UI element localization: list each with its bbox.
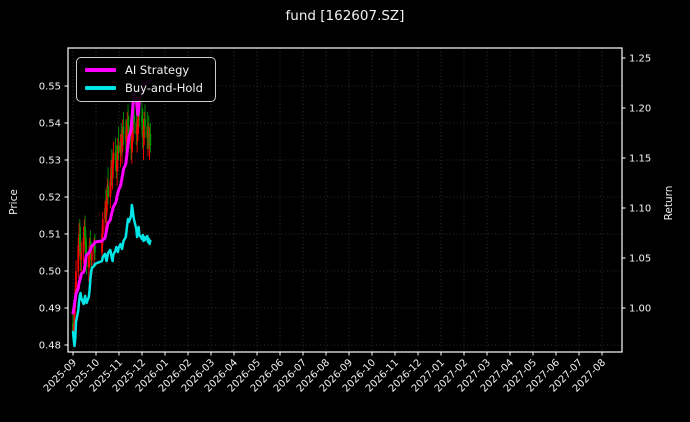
buy-and-hold-line-swatch [85, 86, 116, 90]
svg-text:0.52: 0.52 [39, 193, 61, 204]
svg-text:0.50: 0.50 [39, 267, 61, 278]
svg-text:0.54: 0.54 [39, 119, 61, 130]
svg-text:1.10: 1.10 [629, 204, 651, 215]
svg-text:0.48: 0.48 [39, 341, 61, 352]
svg-text:0.55: 0.55 [39, 82, 61, 93]
legend-label: AI Strategy [125, 63, 190, 77]
ai-strategy-line-swatch [85, 68, 116, 72]
svg-text:1.20: 1.20 [629, 104, 651, 115]
svg-text:1.00: 1.00 [629, 304, 651, 315]
svg-text:0.49: 0.49 [39, 304, 61, 315]
legend-item-ai-strategy: AI Strategy [85, 63, 203, 77]
svg-text:1.15: 1.15 [629, 154, 651, 165]
legend-label: Buy-and-Hold [125, 81, 203, 95]
svg-text:0.51: 0.51 [39, 230, 61, 241]
svg-text:1.05: 1.05 [629, 254, 651, 265]
legend-item-buy-and-hold: Buy-and-Hold [85, 81, 203, 95]
legend: AI Strategy Buy-and-Hold [76, 57, 216, 102]
svg-text:0.53: 0.53 [39, 156, 61, 167]
svg-text:1.25: 1.25 [629, 54, 651, 65]
chart-title: fund [162607.SZ] [285, 8, 405, 24]
